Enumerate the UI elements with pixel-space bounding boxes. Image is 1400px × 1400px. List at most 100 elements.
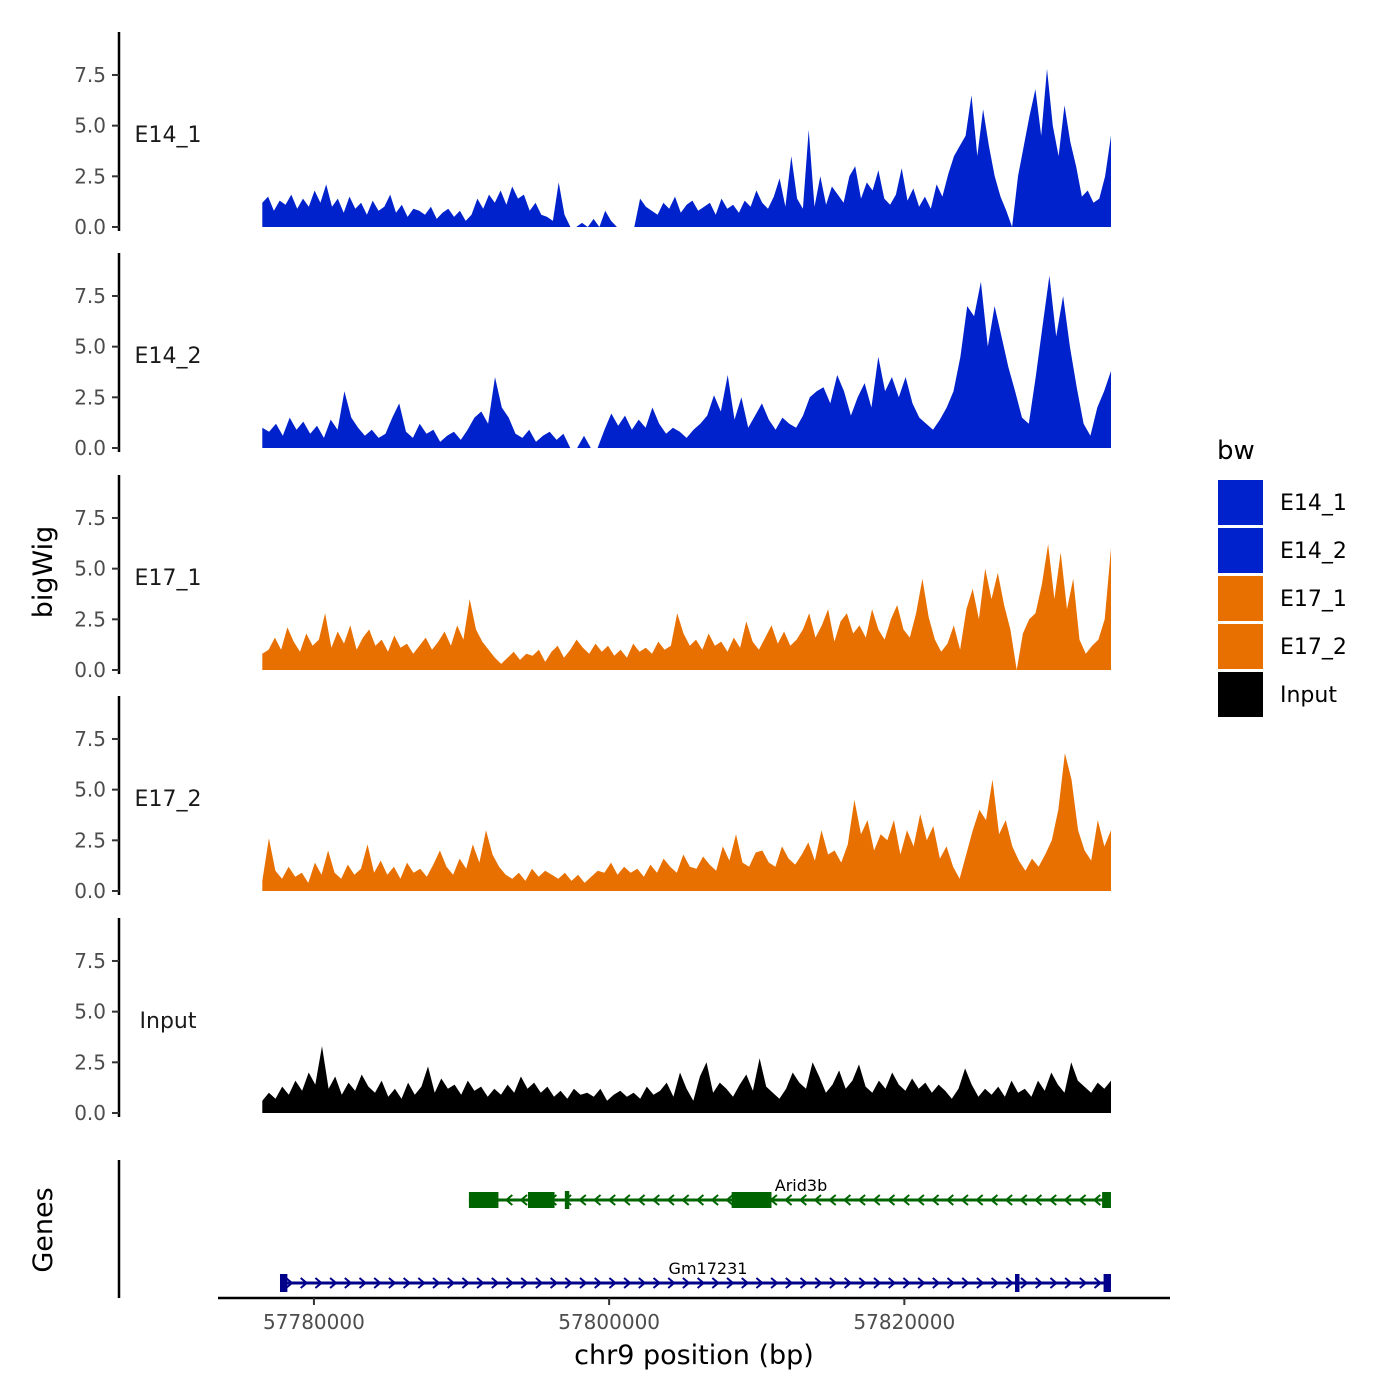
legend-swatch-Input bbox=[1218, 672, 1263, 717]
strand-arrow bbox=[902, 1277, 911, 1289]
exon bbox=[527, 1192, 555, 1208]
strand-arrow bbox=[491, 1277, 500, 1289]
y-tick-label: 0.0 bbox=[74, 1101, 106, 1125]
strand-arrow bbox=[932, 1277, 941, 1289]
x-tick-label: 57820000 bbox=[853, 1310, 955, 1334]
strand-arrow bbox=[901, 1194, 910, 1206]
signal-area-E14_1 bbox=[262, 68, 1111, 228]
y-tick-label: 5.0 bbox=[74, 557, 106, 581]
strand-arrow bbox=[682, 1277, 691, 1289]
strand-arrow bbox=[989, 1194, 999, 1206]
strand-arrow bbox=[798, 1194, 807, 1206]
panel-E14_2: 0.0 2.5 5.0 7.5 E14_2 bbox=[74, 253, 1111, 460]
y-tick-label: 2.5 bbox=[74, 607, 106, 631]
strand-arrow bbox=[785, 1277, 794, 1289]
legend-label-E14_2: E14_2 bbox=[1280, 539, 1347, 564]
gene-label: Arid3b bbox=[775, 1176, 827, 1195]
strand-arrow bbox=[1048, 1194, 1057, 1206]
strand-arrow bbox=[726, 1277, 735, 1289]
genes-axis-title: Genes bbox=[28, 1187, 59, 1272]
exon bbox=[1015, 1274, 1020, 1292]
strand-arrow bbox=[607, 1194, 616, 1206]
strand-arrow bbox=[329, 1277, 338, 1289]
strand-arrow bbox=[637, 1194, 646, 1206]
strand-arrow bbox=[975, 1194, 984, 1206]
strand-arrow bbox=[873, 1277, 882, 1289]
strand-arrow bbox=[858, 1277, 867, 1289]
genes-panel: 57780000 57800000 57820000 Arid3b Gm17231 bbox=[117, 1160, 1170, 1334]
panel-label: Input bbox=[140, 1009, 197, 1034]
strand-arrow bbox=[447, 1277, 456, 1289]
strand-arrow bbox=[814, 1277, 823, 1289]
strand-arrow bbox=[976, 1277, 985, 1289]
strand-arrow bbox=[1063, 1194, 1072, 1206]
y-axis-title: bigWig bbox=[28, 526, 59, 619]
strand-arrow bbox=[623, 1277, 632, 1289]
strand-arrow bbox=[829, 1277, 838, 1289]
panel-E17_2: 0.0 2.5 5.0 7.5 E17_2 bbox=[74, 696, 1111, 903]
strand-arrow bbox=[666, 1194, 675, 1206]
y-tick-label: 2.5 bbox=[74, 1050, 106, 1074]
panel-E17_1: 0.0 2.5 5.0 7.5 E17_1 bbox=[74, 475, 1111, 682]
strand-arrow bbox=[1033, 1194, 1043, 1206]
panel-E14_1: 0.0 2.5 5.0 7.5 E14_1 bbox=[74, 32, 1111, 239]
legend-label-E14_1: E14_1 bbox=[1280, 491, 1347, 516]
legend: bw E14_1 E14_2 E17_1 E17_2 Input bbox=[1217, 436, 1347, 717]
strand-arrow bbox=[725, 1194, 734, 1206]
strand-arrow bbox=[667, 1277, 676, 1289]
legend-label-E17_1: E17_1 bbox=[1280, 587, 1347, 612]
strand-arrow bbox=[1005, 1277, 1014, 1289]
strand-arrow bbox=[594, 1277, 603, 1289]
strand-arrow bbox=[872, 1194, 881, 1206]
x-axis-title: chr9 position (bp) bbox=[574, 1340, 814, 1371]
y-tick-label: 7.5 bbox=[74, 506, 106, 530]
strand-arrow bbox=[461, 1277, 470, 1289]
y-tick-label: 0.0 bbox=[74, 658, 106, 682]
strand-arrow bbox=[917, 1277, 926, 1289]
panel-label: E17_2 bbox=[135, 787, 202, 812]
strand-arrow bbox=[520, 1277, 529, 1289]
legend-title: bw bbox=[1217, 436, 1255, 466]
strand-arrow bbox=[960, 1194, 969, 1206]
strand-arrow bbox=[608, 1277, 617, 1289]
signal-area-E17_2 bbox=[262, 753, 1111, 891]
strand-arrow bbox=[828, 1194, 837, 1206]
strand-arrow bbox=[388, 1277, 397, 1289]
strand-arrow bbox=[638, 1277, 647, 1289]
y-tick-label: 2.5 bbox=[74, 164, 106, 188]
panel-Input: 0.0 2.5 5.0 7.5 Input bbox=[74, 918, 1111, 1125]
exon bbox=[1103, 1274, 1111, 1292]
panel-label: E17_1 bbox=[135, 566, 202, 591]
strand-arrow bbox=[857, 1194, 866, 1206]
legend-swatch-E14_1 bbox=[1218, 480, 1263, 525]
strand-arrow bbox=[1078, 1194, 1087, 1206]
y-tick-label: 0.0 bbox=[74, 436, 106, 460]
strand-arrow bbox=[990, 1277, 1000, 1289]
strand-arrow bbox=[799, 1277, 809, 1289]
y-tick-label: 0.0 bbox=[74, 215, 106, 239]
x-tick-label: 57800000 bbox=[558, 1310, 660, 1334]
strand-arrow bbox=[1092, 1194, 1101, 1206]
strand-arrow bbox=[476, 1277, 485, 1289]
y-tick-label: 7.5 bbox=[74, 284, 106, 308]
strand-arrow bbox=[681, 1194, 690, 1206]
strand-arrow bbox=[285, 1277, 294, 1289]
strand-arrow bbox=[505, 1277, 515, 1289]
strand-arrow bbox=[578, 1194, 587, 1206]
strand-arrow bbox=[842, 1194, 852, 1206]
strand-arrow bbox=[1093, 1277, 1103, 1289]
signal-area-E17_1 bbox=[262, 544, 1111, 670]
legend-swatch-E17_1 bbox=[1218, 576, 1263, 621]
gene-label: Gm17231 bbox=[669, 1259, 748, 1278]
strand-arrow bbox=[651, 1194, 660, 1206]
strand-arrow bbox=[592, 1194, 602, 1206]
x-tick-label: 57780000 bbox=[263, 1310, 365, 1334]
y-tick-label: 7.5 bbox=[74, 949, 106, 973]
strand-arrow bbox=[652, 1277, 662, 1289]
strand-arrow bbox=[402, 1277, 412, 1289]
signal-panels: 0.0 2.5 5.0 7.5 E14_1 0.0 2.5 5.0 7.5 E14_2 0.0 2.5… bbox=[74, 32, 1111, 1125]
gene-Gm17231: Gm17231 bbox=[279, 1259, 1111, 1292]
strand-arrow bbox=[1035, 1277, 1044, 1289]
strand-arrow bbox=[710, 1194, 719, 1206]
strand-arrow bbox=[696, 1277, 706, 1289]
